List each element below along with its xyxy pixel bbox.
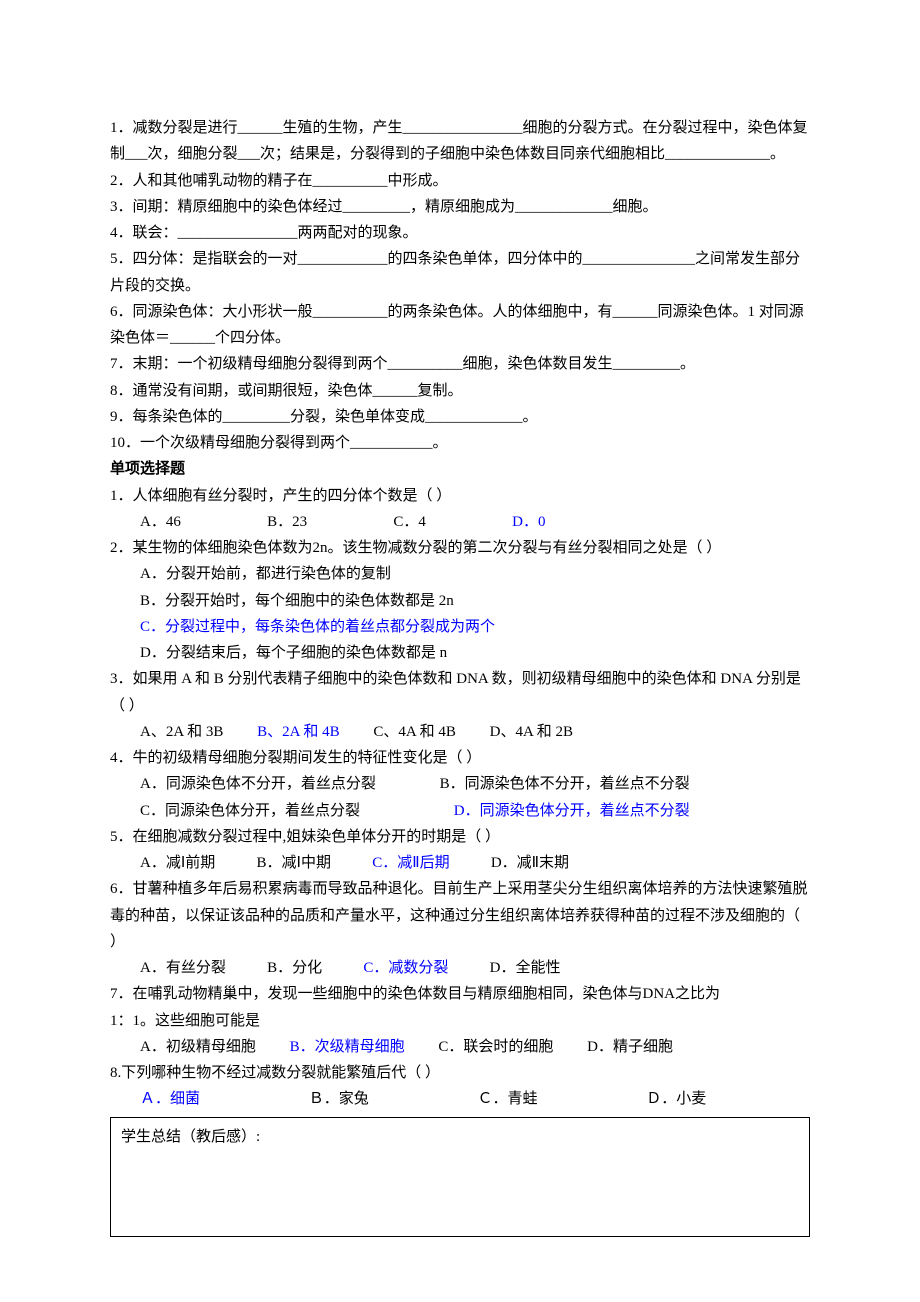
mc-q1-optC: C．4	[393, 514, 426, 530]
mc-q3-optB: B、2A 和 4B	[257, 724, 340, 740]
mc-q4-optB: B．同源染色体不分开，着丝点不分裂	[440, 776, 690, 792]
mc-q3-optA: A、2A 和 3B	[140, 724, 223, 740]
mc-q6-optD: D．全能性	[490, 960, 561, 976]
mc-q1-optB: B．23	[267, 514, 307, 530]
mc-q6-optA: A．有丝分裂	[140, 960, 226, 976]
mc-q4-optC: C．同源染色体分开，着丝点分裂	[140, 803, 360, 819]
fill-q2: 2．人和其他哺乳动物的精子在__________中形成。	[110, 168, 810, 194]
mc-q7-stem-b: 1：1。这些细胞可能是	[110, 1008, 810, 1034]
mc-q7-optC: C．联会时的细胞	[438, 1039, 553, 1055]
mc-q8-stem: 8.下列哪种生物不经过减数分裂就能繁殖后代（ ）	[110, 1060, 810, 1086]
mc-q6-optB: B．分化	[267, 960, 322, 976]
mc-q5-optC: C．减Ⅱ后期	[372, 855, 449, 871]
mc-q1-options: A．46 B．23 C．4 D．0	[110, 509, 810, 535]
mc-q2-optC: C．分裂过程中，每条染色体的着丝点都分裂成为两个	[110, 614, 810, 640]
fill-q3: 3．间期：精原细胞中的染色体经过_________，精原细胞成为________…	[110, 194, 810, 220]
fill-q4: 4．联会：________________两两配对的现象。	[110, 220, 810, 246]
fill-q7: 7．末期：一个初级精母细胞分裂得到两个__________细胞，染色体数目发生_…	[110, 351, 810, 377]
fill-q6: 6．同源染色体：大小形状一般__________的两条染色体。人的体细胞中，有_…	[110, 299, 810, 352]
student-summary-box[interactable]: 学生总结（教后感）:	[110, 1117, 810, 1237]
mc-q2-optB: B．分裂开始时，每个细胞中的染色体数都是 2n	[110, 588, 810, 614]
mc-q7-optA: A．初级精母细胞	[140, 1039, 256, 1055]
mc-q4-row1: A．同源染色体不分开，着丝点分裂 B．同源染色体不分开，着丝点不分裂	[110, 771, 810, 797]
mc-q7-optB: B．次级精母细胞	[290, 1039, 405, 1055]
fill-q8: 8．通常没有间期，或间期很短，染色体______复制。	[110, 378, 810, 404]
mc-q7-stem-a: 7．在哺乳动物精巢中，发现一些细胞中的染色体数目与精原细胞相同，染色体与DNA之…	[110, 981, 810, 1007]
mc-q2-stem: 2．某生物的体细胞染色体数为2n。该生物减数分裂的第二次分裂与有丝分裂相同之处是…	[110, 535, 810, 561]
mc-q3-optD: D、4A 和 2B	[490, 724, 573, 740]
mc-q8-optB: Ｂ．家兔	[309, 1091, 369, 1107]
student-summary-label: 学生总结（教后感）:	[121, 1129, 260, 1145]
mc-q8-optD: Ｄ．小麦	[646, 1091, 706, 1107]
mc-q2-optA: A．分裂开始前，都进行染色体的复制	[110, 561, 810, 587]
mc-q4-optA: A．同源染色体不分开，着丝点分裂	[140, 776, 376, 792]
mc-q7-options: A．初级精母细胞 B．次级精母细胞 C．联会时的细胞 D．精子细胞	[110, 1034, 810, 1060]
mc-q3-options: A、2A 和 3B B、2A 和 4B C、4A 和 4B D、4A 和 2B	[110, 719, 810, 745]
mc-q8-options: Ａ．细菌 Ｂ．家兔 Ｃ．青蛙 Ｄ．小麦	[110, 1086, 810, 1112]
mc-q8-optA: Ａ．细菌	[140, 1091, 200, 1107]
mc-q6-optC: C．减数分裂	[363, 960, 448, 976]
mc-q1-optD: D．0	[512, 514, 545, 530]
mc-q4-optD: D．同源染色体分开，着丝点不分裂	[454, 803, 690, 819]
mc-q3-optC: C、4A 和 4B	[373, 724, 456, 740]
fill-q9: 9．每条染色体的_________分裂，染色单体变成_____________。	[110, 404, 810, 430]
mc-q1-optA: A．46	[140, 514, 181, 530]
mc-q5-optA: A．减Ⅰ前期	[140, 855, 215, 871]
mc-q8-optC: Ｃ．青蛙	[478, 1091, 538, 1107]
mc-q2-optD: D．分裂结束后，每个子细胞的染色体数都是 n	[110, 640, 810, 666]
mc-q4-stem: 4．牛的初级精母细胞分裂期间发生的特征性变化是（ ）	[110, 745, 810, 771]
mc-q5-options: A．减Ⅰ前期 B．减Ⅰ中期 C．减Ⅱ后期 D．减Ⅱ末期	[110, 850, 810, 876]
mc-q5-optB: B．减Ⅰ中期	[257, 855, 331, 871]
mc-q6-stem: 6．甘薯种植多年后易积累病毒而导致品种退化。目前生产上采用茎尖分生组织离体培养的…	[110, 876, 810, 955]
mc-section-title: 单项选择题	[110, 456, 810, 482]
mc-q7-optD: D．精子细胞	[587, 1039, 673, 1055]
mc-q4-row2: C．同源染色体分开，着丝点分裂 D．同源染色体分开，着丝点不分裂	[110, 798, 810, 824]
mc-q1-stem: 1．人体细胞有丝分裂时，产生的四分体个数是（ ）	[110, 483, 810, 509]
mc-q6-options: A．有丝分裂 B．分化 C．减数分裂 D．全能性	[110, 955, 810, 981]
mc-q3-stem: 3．如果用 A 和 B 分别代表精子细胞中的染色体数和 DNA 数，则初级精母细…	[110, 666, 810, 719]
fill-q1: 1．减数分裂是进行______生殖的生物，产生________________细…	[110, 115, 810, 168]
fill-q10: 10．一个次级精母细胞分裂得到两个___________。	[110, 430, 810, 456]
mc-q5-stem: 5．在细胞减数分裂过程中,姐妹染色单体分开的时期是（ ）	[110, 824, 810, 850]
fill-q5: 5．四分体：是指联会的一对____________的四条染色单体，四分体中的__…	[110, 246, 810, 299]
worksheet-page: 1．减数分裂是进行______生殖的生物，产生________________细…	[0, 0, 920, 1297]
mc-q5-optD: D．减Ⅱ末期	[491, 855, 569, 871]
